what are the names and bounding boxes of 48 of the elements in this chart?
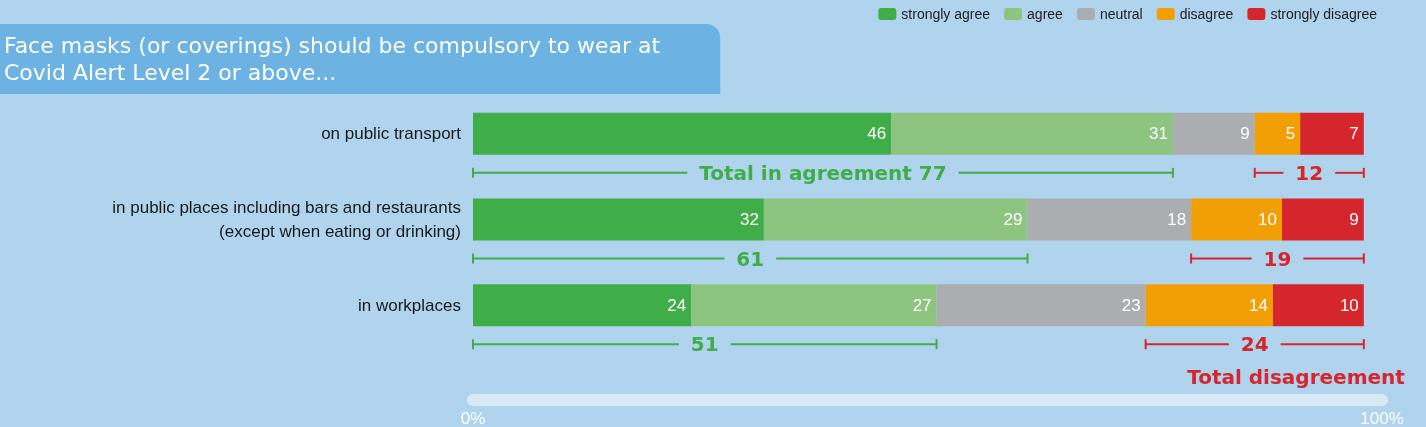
bar — [763, 198, 1028, 241]
data-label: 46 — [867, 124, 887, 144]
chart-title: Face masks (or coverings) should be compulsory to wear at Covid Alert Level 2 or above... — [4, 33, 661, 85]
legend-label: disagree — [1179, 6, 1234, 22]
bar — [691, 284, 937, 327]
annotation: 19 — [1263, 246, 1292, 271]
y-tick-label: in public places including bars and restaurants (except when eating or drinking) — [112, 198, 461, 241]
annotation: 51 — [690, 332, 719, 357]
data-label: 27 — [912, 295, 932, 315]
text: Total disagreement — [1187, 365, 1405, 389]
x-tick-label: 0% — [460, 409, 486, 427]
data-label: 9 — [1240, 124, 1250, 144]
bar — [891, 112, 1173, 155]
bar — [1272, 284, 1364, 327]
legend-label: agree — [1027, 6, 1064, 22]
legend-label: strongly agree — [901, 6, 991, 22]
data-label: 32 — [739, 210, 759, 229]
annotation: 24 — [1240, 332, 1269, 357]
data-label: 9 — [1349, 210, 1359, 229]
annotation: Total in agreement 77 — [699, 160, 947, 185]
annotation: 12 — [1295, 160, 1324, 185]
bar — [1300, 112, 1364, 155]
data-label: 5 — [1285, 124, 1296, 144]
data-label: 18 — [1167, 210, 1187, 229]
data-label: 23 — [1121, 295, 1141, 315]
bar — [1145, 284, 1273, 327]
data-label: 10 — [1339, 295, 1359, 315]
bar — [473, 284, 692, 327]
data-label: 24 — [667, 295, 687, 315]
data-label: 7 — [1349, 124, 1359, 144]
bar — [1027, 198, 1192, 241]
bar — [473, 112, 892, 155]
annotation: 61 — [736, 246, 765, 271]
bar — [1282, 198, 1364, 241]
data-label: 31 — [1149, 124, 1168, 144]
data-label: 14 — [1249, 295, 1268, 315]
bar — [473, 198, 764, 241]
bar — [1254, 112, 1301, 155]
y-tick-label: in workplaces — [358, 295, 461, 315]
x-tick-label: 100% — [1360, 409, 1404, 427]
y-tick-label: on public transport — [321, 124, 462, 144]
legend-label: neutral — [1099, 6, 1143, 22]
bar — [1172, 112, 1255, 155]
bar — [936, 284, 1146, 327]
data-label: 10 — [1258, 210, 1278, 229]
bar — [1191, 198, 1283, 241]
data-label: 29 — [1003, 210, 1023, 229]
legend-label: strongly disagree — [1270, 6, 1378, 22]
